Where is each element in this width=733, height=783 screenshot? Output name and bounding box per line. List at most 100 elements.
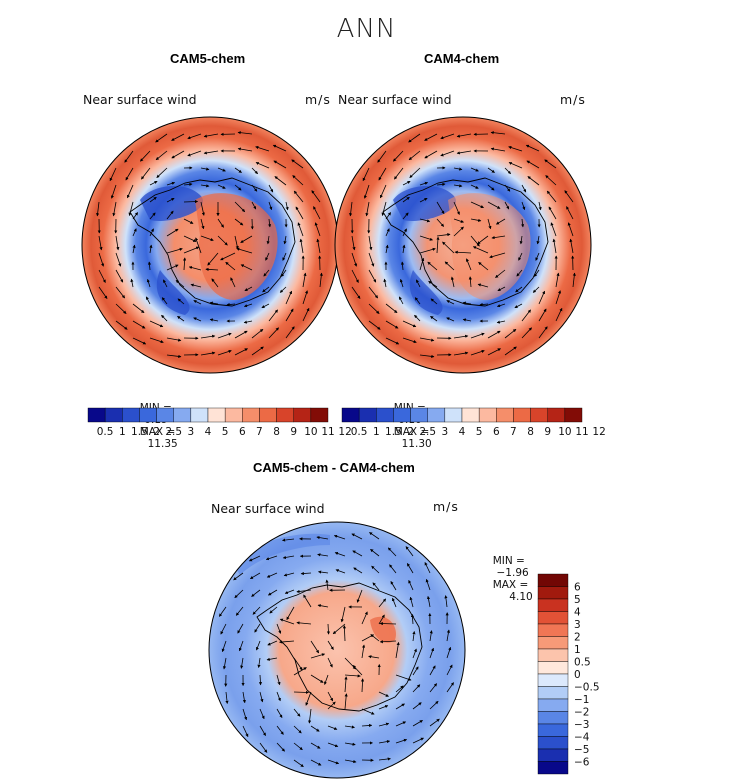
wind-vector — [285, 308, 294, 322]
colorbar-tick-label: 8 — [273, 426, 280, 438]
wind-vector — [436, 182, 446, 186]
wind-vector — [495, 218, 506, 225]
wind-vector — [166, 228, 179, 237]
max-label: MAX = — [393, 426, 430, 438]
wind-vector — [149, 228, 154, 237]
wind-vector — [252, 606, 261, 615]
wind-vector — [453, 334, 469, 339]
colorbar-segment — [537, 698, 569, 712]
wind-vector — [381, 201, 387, 217]
wind-vector — [187, 150, 202, 157]
wind-vector — [327, 701, 336, 710]
wind-vector — [266, 572, 278, 578]
wind-vector — [504, 184, 511, 192]
wind-vector — [235, 606, 244, 616]
wind-vector — [254, 623, 261, 633]
wind-vector — [293, 657, 303, 671]
wind-vector — [470, 332, 485, 339]
colorbar-tick-label: 5 — [574, 594, 581, 606]
wind-vector — [379, 621, 397, 626]
wind-vector — [285, 201, 289, 211]
wind-vector — [393, 150, 404, 162]
wind-vector — [521, 327, 532, 339]
colorbar-segment — [173, 407, 192, 423]
wind-vector — [470, 167, 479, 172]
wind-vector — [378, 722, 390, 727]
wind-vector — [453, 201, 460, 215]
wind-vector — [262, 286, 270, 293]
colorbar-segment — [478, 407, 497, 423]
wind-vector — [96, 201, 100, 217]
colorbar-segment — [341, 407, 360, 423]
wind-vector — [177, 315, 185, 322]
wind-vector — [378, 705, 389, 710]
colorbar-segment — [537, 573, 569, 587]
wind-vector — [508, 145, 523, 152]
wind-vector — [311, 190, 321, 203]
wind-vector — [504, 346, 517, 356]
wind-vector — [378, 691, 389, 697]
wind-vector — [436, 236, 440, 254]
wind-vector — [402, 212, 409, 220]
colorbar-tick-label: 1 — [119, 426, 126, 438]
wind-vector — [155, 133, 168, 143]
min-label: MIN = — [492, 555, 525, 567]
wind-vector — [303, 594, 312, 608]
wind-vector — [259, 742, 268, 753]
wind-vector — [446, 664, 453, 676]
wind-vector — [258, 674, 263, 686]
wind-vector — [317, 553, 329, 557]
wind-vector — [248, 555, 261, 562]
wind-vector — [266, 657, 278, 661]
wind-vector — [466, 258, 472, 271]
colorbar-segment — [190, 407, 209, 423]
max-value: 4.10 — [509, 591, 533, 603]
wind-vector — [209, 318, 219, 322]
wind-vector — [200, 334, 216, 339]
colorbar-segment — [537, 686, 569, 700]
wind-vector — [545, 175, 557, 186]
wind-vector — [429, 647, 435, 659]
wind-vector — [470, 184, 479, 189]
wind-vector — [234, 167, 242, 173]
wind-vector — [149, 320, 164, 328]
wind-vector — [429, 700, 439, 710]
wind-vector — [400, 261, 405, 271]
wind-vector — [409, 167, 421, 178]
wind-vector — [453, 226, 464, 237]
colorbar-segment — [537, 761, 569, 775]
map-cam4 — [334, 116, 592, 374]
wind-vector — [140, 150, 151, 162]
colorbar-tick-label: 4 — [459, 426, 466, 438]
wind-vector — [356, 589, 363, 603]
wind-vector — [240, 235, 253, 243]
wind-vector — [538, 326, 548, 339]
colorbar-tick-label: 11 — [575, 426, 588, 438]
wind-vector — [255, 145, 270, 152]
colorbar-segment — [537, 711, 569, 725]
wind-vector — [243, 320, 253, 324]
wind-vector — [327, 742, 339, 748]
colorbar-tick-label: 6 — [574, 582, 581, 594]
wind-vector — [234, 218, 244, 226]
colorbar-segment — [393, 407, 411, 423]
colorbar-segment — [537, 611, 569, 625]
colorbar-tick-label: −6 — [574, 757, 590, 769]
wind-vector — [269, 606, 278, 614]
wind-vector — [430, 298, 438, 305]
wind-vector — [221, 640, 227, 653]
wind-vector — [538, 308, 547, 322]
wind-vector — [470, 218, 482, 222]
colorbar-tick-label: 2.5 — [165, 426, 182, 438]
wind-vector — [230, 277, 236, 288]
wind-vector — [454, 250, 472, 254]
wind-vector — [255, 640, 261, 651]
max-value: 11.35 — [147, 438, 178, 450]
wind-vector — [293, 708, 301, 717]
wind-vector — [516, 269, 523, 277]
wind-vector — [430, 315, 438, 322]
wind-vector — [255, 162, 270, 169]
wind-vector — [276, 708, 283, 719]
panel-label-diff: Near surface wind — [211, 501, 325, 516]
wind-vector — [362, 167, 370, 182]
